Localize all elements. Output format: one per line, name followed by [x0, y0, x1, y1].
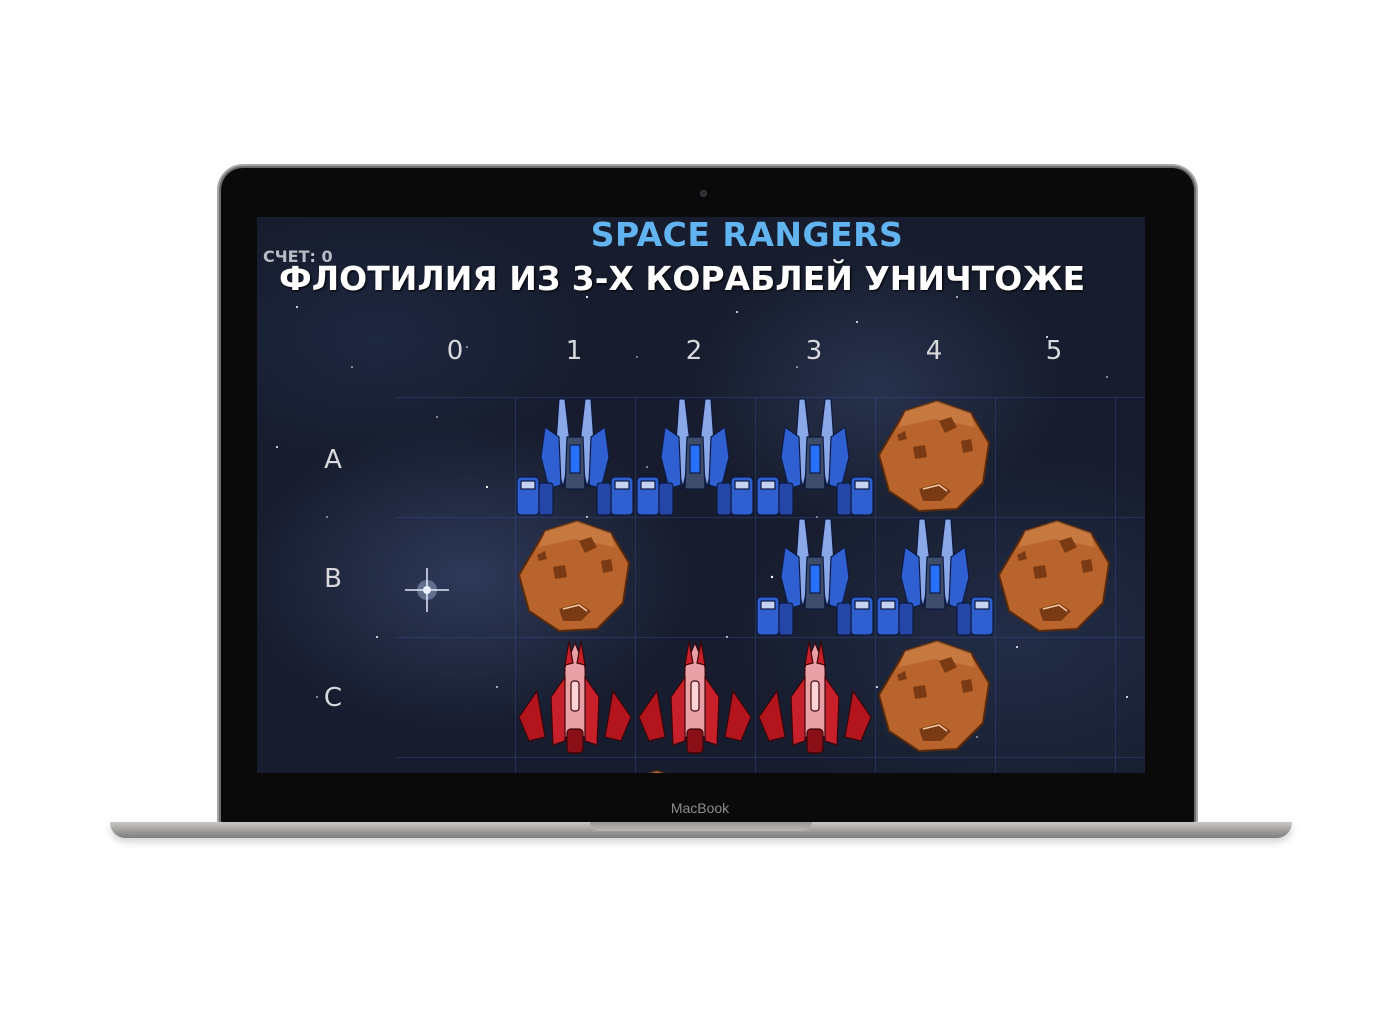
asteroid-icon	[877, 399, 991, 513]
grid-line	[875, 397, 876, 773]
grid-line	[515, 397, 516, 773]
column-label-4: 4	[925, 336, 943, 366]
macbook-logo: MacBook	[670, 800, 730, 816]
score-label: СЧЕТ: 0	[263, 247, 333, 266]
game-screen[interactable]: SPACE RANGERS СЧЕТ: 0 ФЛОТИЛИЯ ИЗ 3-Х КО…	[257, 217, 1145, 773]
column-label-3: 3	[805, 336, 823, 366]
blue-ship-b4[interactable]	[875, 517, 995, 637]
laptop-hinge-notch	[590, 822, 812, 831]
column-label-1: 1	[565, 336, 583, 366]
asteroid-partial	[595, 767, 715, 773]
asteroid-a4[interactable]	[875, 397, 995, 517]
grid-line	[755, 397, 756, 773]
blue-ship-icon	[756, 398, 874, 516]
asteroid-icon	[517, 519, 631, 633]
blue-ship-a2[interactable]	[635, 397, 755, 517]
asteroid-icon	[997, 519, 1111, 633]
asteroid-c4[interactable]	[875, 637, 995, 757]
red-ship-icon	[518, 640, 632, 754]
camera-icon	[700, 190, 707, 197]
red-ship-c2[interactable]	[635, 637, 755, 757]
blue-ship-icon	[636, 398, 754, 516]
row-label-c: C	[323, 683, 343, 713]
blue-ship-icon	[876, 518, 994, 636]
grid-line	[395, 757, 1145, 758]
grid-line	[395, 397, 1145, 398]
blue-ship-a3[interactable]	[755, 397, 875, 517]
row-label-a: A	[324, 445, 342, 475]
grid-line	[395, 517, 1145, 518]
red-ship-icon	[758, 640, 872, 754]
asteroid-b5[interactable]	[995, 517, 1115, 637]
asteroid-b1[interactable]	[515, 517, 635, 637]
starfield-background	[276, 276, 1128, 738]
grid-line	[995, 397, 996, 773]
blue-ship-icon	[516, 398, 634, 516]
blue-ship-a1[interactable]	[515, 397, 635, 517]
grid-line	[1115, 397, 1116, 773]
column-label-2: 2	[685, 336, 703, 366]
column-label-5: 5	[1045, 336, 1063, 366]
row-label-b: B	[324, 564, 342, 594]
blue-ship-icon	[756, 518, 874, 636]
asteroid-icon	[877, 639, 991, 753]
game-board[interactable]	[395, 397, 1145, 773]
red-ship-icon	[638, 640, 752, 754]
red-ship-c1[interactable]	[515, 637, 635, 757]
grid-line	[395, 637, 1145, 638]
status-message: ФЛОТИЛИЯ ИЗ 3-Х КОРАБЛЕЙ УНИЧТОЖЕ	[279, 259, 1086, 298]
grid-line	[635, 397, 636, 773]
column-label-0: 0	[446, 336, 464, 366]
game-title: SPACE RANGERS	[590, 217, 904, 254]
red-ship-c3[interactable]	[755, 637, 875, 757]
asteroid-icon	[647, 769, 666, 773]
blue-ship-b3[interactable]	[755, 517, 875, 637]
